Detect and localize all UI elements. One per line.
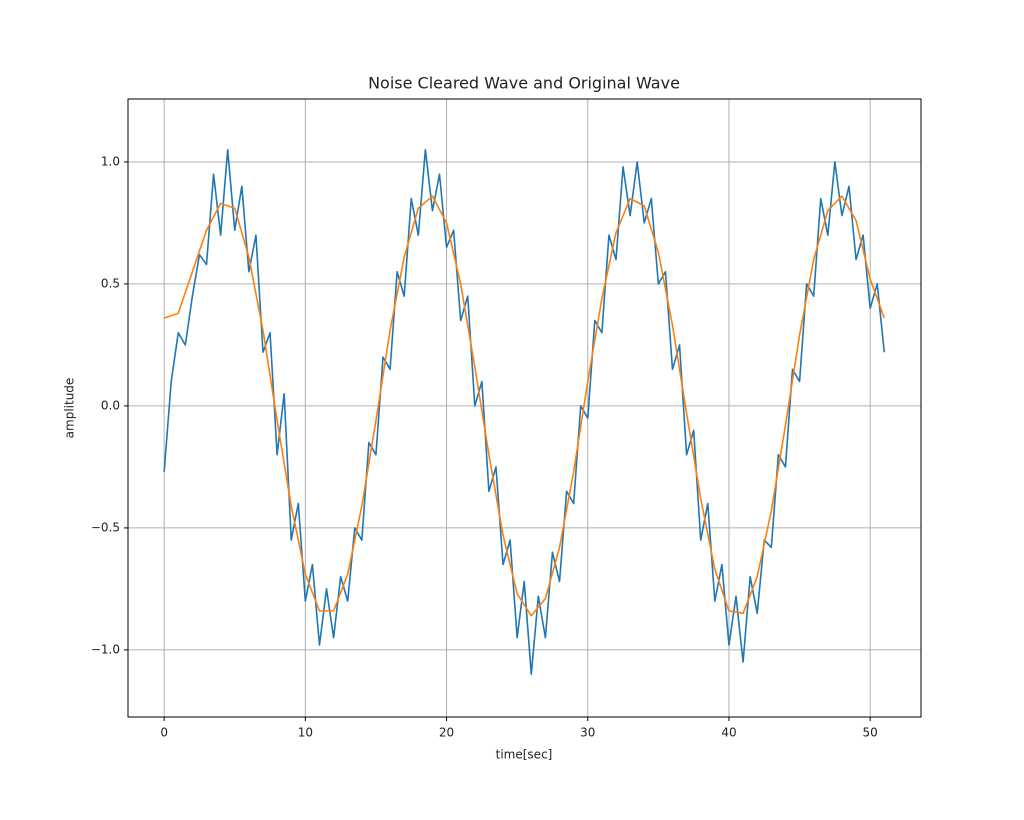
y-tick-label: 0.5 (101, 276, 120, 290)
x-axis-label: time[sec] (496, 748, 553, 762)
series-line (163, 195, 886, 617)
x-tick-label: 40 (721, 726, 736, 740)
y-tick-label: 0.0 (101, 398, 120, 412)
y-tick-label: −0.5 (91, 520, 120, 534)
y-tick-label: −1.0 (91, 642, 120, 656)
y-tick-label: 1.0 (101, 154, 120, 168)
x-tick-label: 50 (863, 726, 878, 740)
plot-frame (127, 98, 922, 718)
x-tick-label: 30 (580, 726, 595, 740)
x-tick-label: 10 (298, 726, 313, 740)
chart-title: Noise Cleared Wave and Original Wave (368, 74, 680, 93)
y-axis-label: amplitude (63, 378, 77, 439)
x-tick-label: 20 (439, 726, 454, 740)
x-tick-label: 0 (160, 726, 168, 740)
series-line (163, 148, 886, 676)
